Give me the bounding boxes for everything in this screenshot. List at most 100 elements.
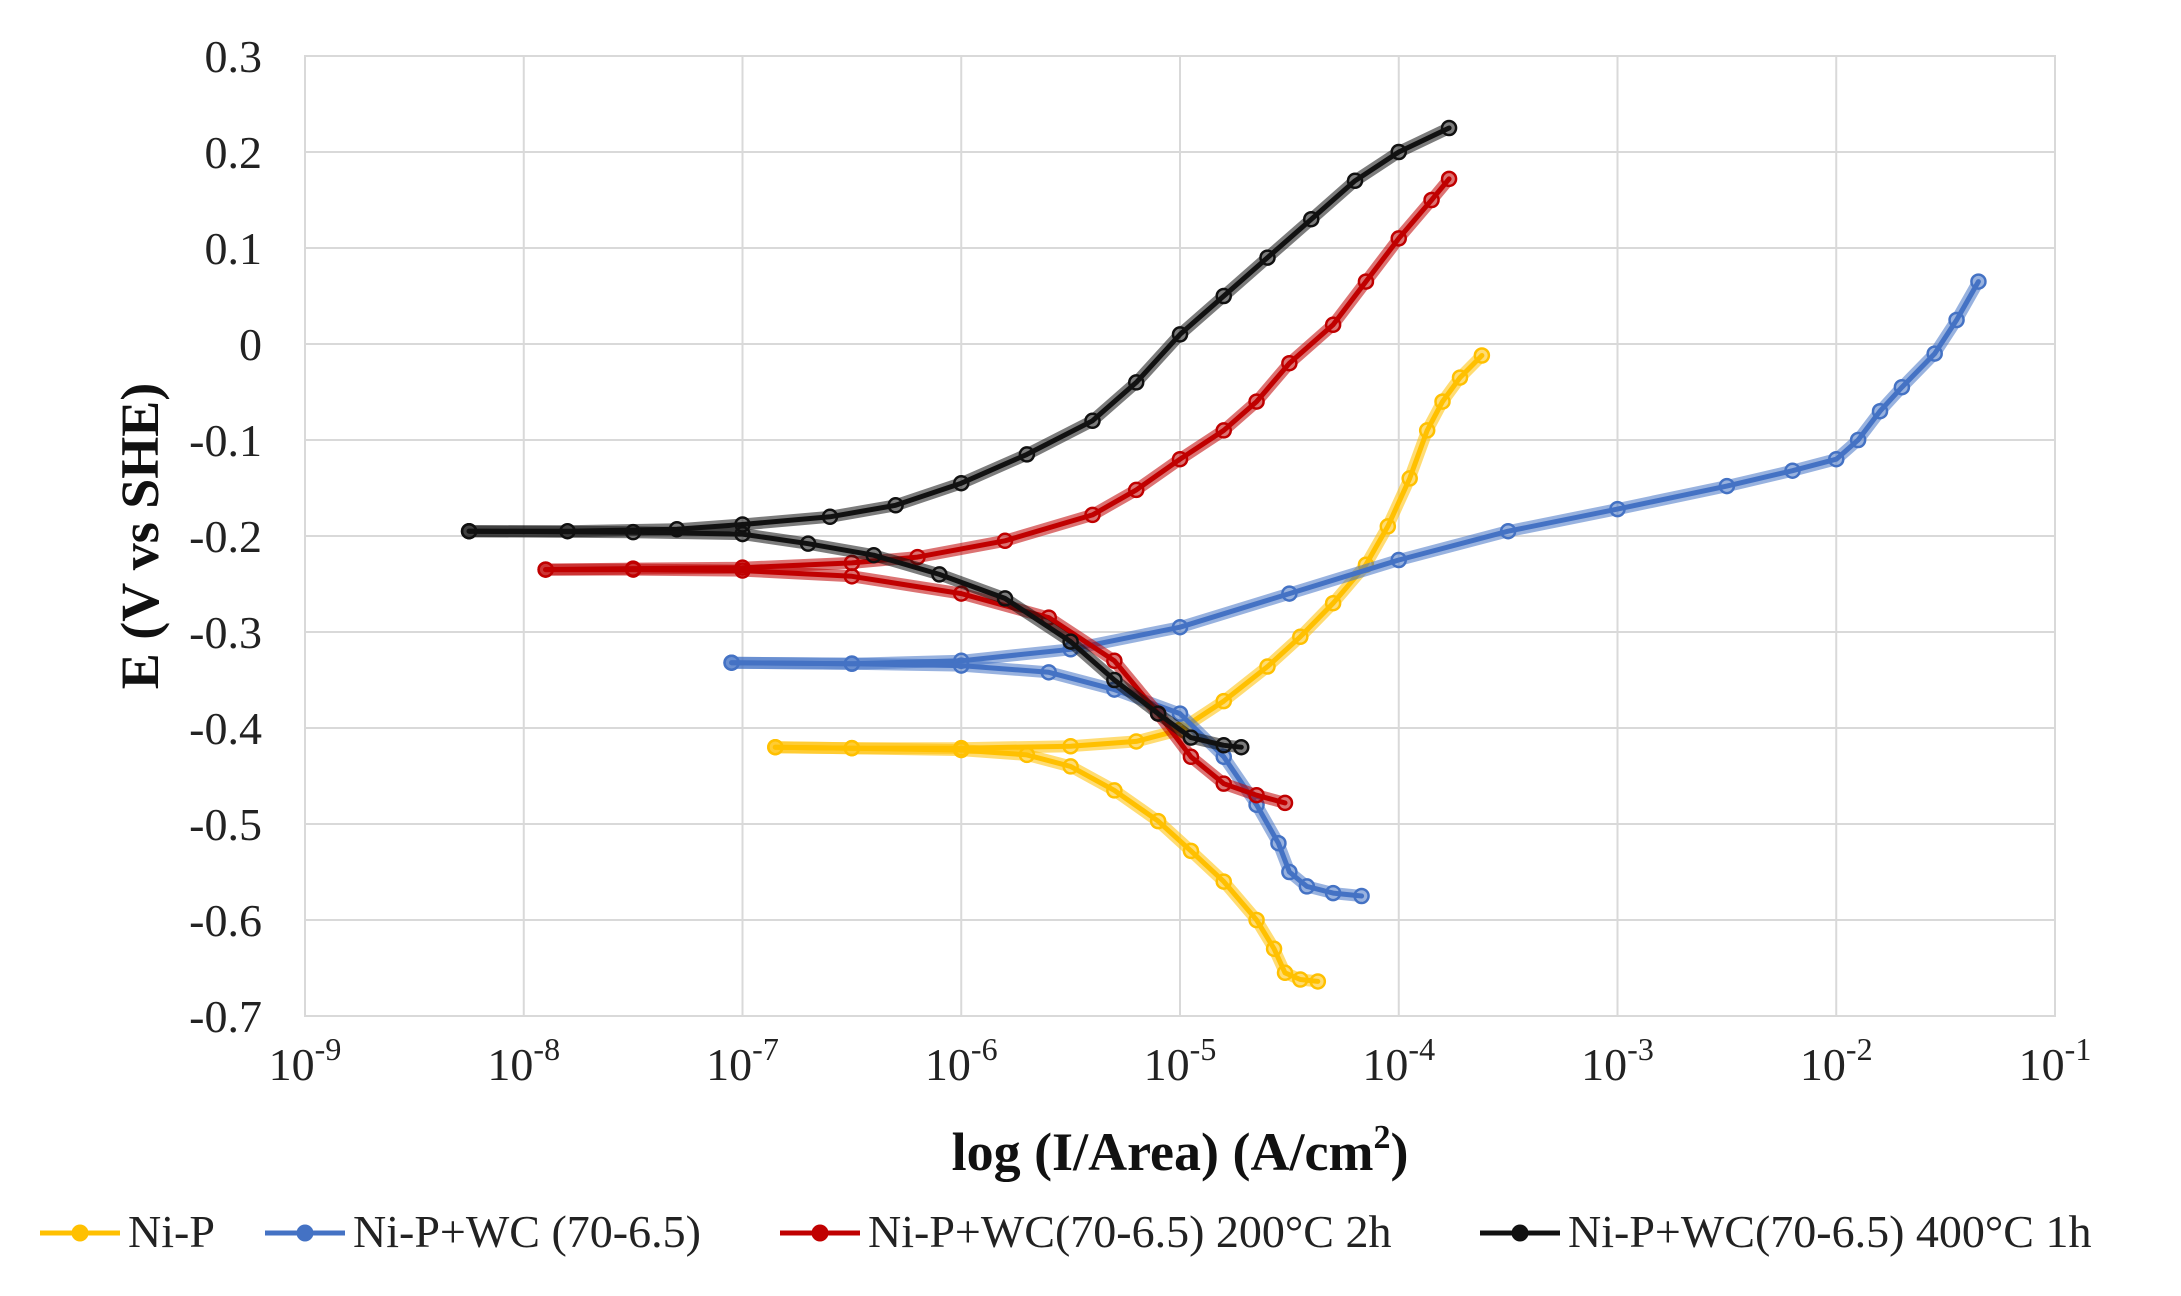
data-point [996,590,1014,607]
y-tick-label: 0.3 [205,31,263,82]
data-point [1182,842,1200,860]
legend-label: Ni-P+WC(70-6.5) 200°C 2h [868,1206,1391,1257]
data-point [1353,887,1370,905]
data-point [1128,481,1145,499]
data-point [1418,422,1436,439]
data-point [821,508,839,526]
legend-swatch-marker [1511,1224,1529,1242]
data-point [1434,393,1451,410]
data-point [1265,940,1283,958]
series-line-anodic [543,176,1452,573]
y-tick-label: 0 [239,319,262,370]
x-axis-label-main: log (I/Area) (A/cm [952,1122,1374,1182]
x-tick-label: 10-8 [487,1031,560,1090]
legend-swatch-marker [71,1224,89,1242]
data-point [1018,746,1036,764]
data-point [1849,431,1867,449]
data-point [1276,794,1294,812]
series-line-anodic-band [463,122,1456,538]
x-tick-exponent: -2 [1846,1031,1873,1067]
legend-swatch-marker [811,1224,829,1242]
data-point [1390,230,1407,247]
data-point [1018,446,1036,463]
data-point [1248,911,1265,929]
data-point [723,654,740,671]
data-point [1324,316,1342,334]
data-point [1324,594,1342,612]
data-point [1871,402,1889,420]
series-line-anodic [772,353,1485,751]
data-point [1128,733,1145,750]
data-point [1106,671,1123,689]
x-tick-label: 10-1 [2019,1031,2092,1090]
data-point [1893,378,1911,396]
data-point [1062,737,1079,755]
data-point [865,546,882,564]
x-tick-exponent: -7 [752,1031,779,1067]
plot-area-border [304,55,2056,1017]
data-point [1215,692,1232,710]
data-point [1281,863,1298,881]
data-point [1609,500,1626,518]
x-tick-label: 10-7 [706,1031,779,1090]
series-line-cathodic [543,567,1288,806]
data-point [1171,326,1189,343]
data-point [1390,551,1407,569]
data-point [1259,249,1276,266]
data-point [1062,633,1079,650]
series-line-cathodic [729,660,1365,899]
data-point [1276,964,1294,982]
data-point [1390,143,1407,161]
series-line-anodic-band [539,172,1456,576]
data-point [1784,462,1801,479]
data-point [887,497,904,514]
data-point [953,657,970,674]
y-tick-label: -0.2 [189,511,262,562]
y-tick-label: -0.4 [189,703,262,754]
y-tick-label: -0.7 [189,991,262,1042]
data-point [843,655,861,672]
x-axis-label-superscript: 2 [1373,1119,1390,1156]
x-tick-base: 10 [1362,1039,1408,1090]
legend: Ni-P Ni-P+WC (70-6.5) Ni-P+WC(70-6.5) 200°… [40,1206,2091,1257]
data-point [843,568,861,585]
data-point [1948,311,1965,329]
x-tick-exponent: -4 [1408,1031,1435,1067]
data-point [1171,450,1189,468]
data-point [1215,287,1232,305]
y-tick-label: -0.6 [189,895,262,946]
series-1 [767,347,1491,990]
data-point [1298,878,1316,895]
data-point [953,474,970,492]
x-tick-label: 10-4 [1362,1031,1435,1090]
data-point [1233,738,1250,756]
data-point [1270,834,1287,852]
y-axis-ticks: 0.3 0.2 0.1 0 -0.1 -0.2 -0.3 -0.4 -0.5 -0.6 -0.7 [189,31,262,1042]
data-point [1106,652,1123,670]
data-point [1451,369,1469,386]
legend-swatch-marker [296,1224,314,1242]
data-point [1346,172,1364,190]
data-point [1084,412,1101,430]
series-line-anodic [466,125,1452,534]
data-point [1128,374,1145,391]
data-point [1248,786,1265,804]
legend-item: Ni-P+WC(70-6.5) 200°C 2h [780,1206,1391,1257]
y-tick-label: 0.2 [205,127,263,178]
x-tick-exponent: -6 [971,1031,998,1067]
data-point [996,532,1014,550]
x-tick-label: 10-6 [925,1031,998,1090]
data-point [767,738,784,756]
x-tick-label: 10-9 [269,1031,342,1090]
x-tick-base: 10 [1800,1039,1846,1090]
legend-label: Ni-P+WC(70-6.5) 400°C 1h [1568,1206,2091,1257]
series-3 [537,170,1458,812]
data-point [1970,273,1987,290]
y-tick-label: -0.5 [189,799,262,850]
x-tick-exponent: -3 [1627,1031,1654,1067]
series-line-cathodic-band [539,563,1291,809]
y-axis-label: E (V vs SHE) [110,383,170,690]
data-point [1182,729,1200,746]
x-tick-base: 10 [269,1039,315,1090]
